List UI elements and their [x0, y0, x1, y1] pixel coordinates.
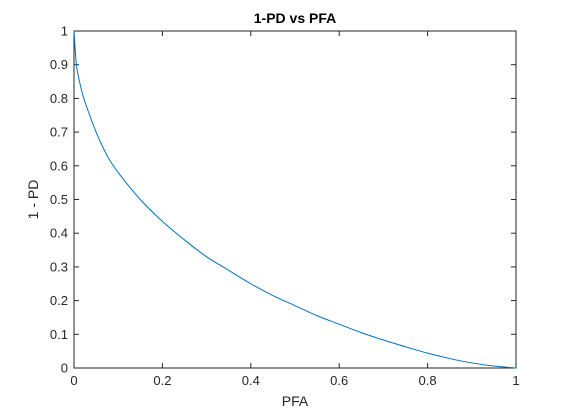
x-tick-label: 0.6	[330, 373, 348, 388]
y-tick-label: 0.4	[50, 226, 68, 241]
y-tick-labels: 0 0.1 0.2 0.3 0.4 0.5 0.6 0.7 0.8 0.9 1	[50, 24, 68, 376]
x-tick-label: 0.8	[419, 373, 437, 388]
series-line	[73, 30, 517, 369]
y-tick-label: 0.3	[50, 259, 68, 274]
y-tick-label: 0	[61, 361, 68, 376]
x-axis-label: PFA	[282, 393, 309, 409]
y-tick-label: 0.7	[50, 125, 68, 140]
y-tick-label: 0.8	[50, 91, 68, 106]
x-tick-label: 1	[512, 373, 519, 388]
y-tick-label: 0.2	[50, 293, 68, 308]
y-tick-label: 1	[61, 24, 68, 39]
y-tick-label: 0.6	[50, 158, 68, 173]
y-tick-label: 0.9	[50, 57, 68, 72]
x-tick-label: 0.2	[153, 373, 171, 388]
x-tick-labels: 0 0.2 0.4 0.6 0.8 1	[70, 373, 519, 388]
y-axis-label: 1 - PD	[25, 180, 41, 220]
y-tick-label: 0.1	[50, 327, 68, 342]
y-tick-label: 0.5	[50, 192, 68, 207]
chart-title: 1-PD vs PFA	[254, 10, 336, 26]
x-tick-label: 0.4	[242, 373, 260, 388]
plot-area	[73, 30, 517, 369]
x-tick-label: 0	[70, 373, 77, 388]
